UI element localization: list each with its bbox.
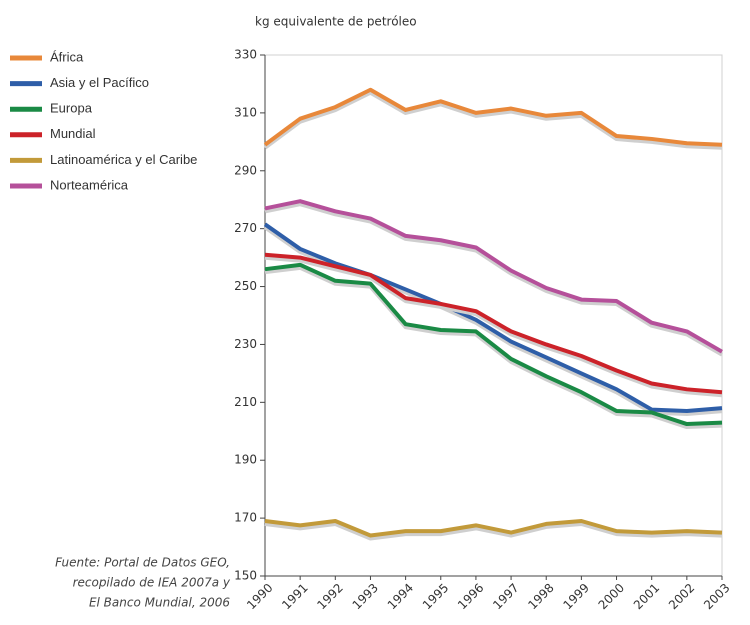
- legend-label: Latinoamérica y el Caribe: [50, 152, 197, 167]
- x-tick-label: 1992: [314, 581, 345, 612]
- x-tick-label: 2001: [631, 581, 662, 612]
- x-tick-label: 1994: [385, 581, 416, 612]
- x-tick-label: 1996: [455, 581, 486, 612]
- legend-label: Europa: [50, 101, 93, 116]
- y-tick-label: 310: [234, 105, 257, 119]
- x-tick-label: 2002: [666, 581, 697, 612]
- x-tick-label: 1998: [525, 581, 556, 612]
- legend-label: Mundial: [50, 126, 96, 141]
- y-tick-label: 270: [234, 221, 257, 235]
- source-note: El Banco Mundial, 2006: [89, 596, 230, 610]
- series-line: [264, 252, 723, 395]
- x-tick-label: 1995: [420, 581, 451, 612]
- y-tick-label: 230: [234, 337, 257, 351]
- y-tick-label: 150: [234, 569, 257, 583]
- series-line: [264, 199, 723, 354]
- y-tick-label: 330: [234, 48, 257, 62]
- y-tick-label: 290: [234, 163, 257, 177]
- y-axis-label: kg equivalente de petróleo: [255, 15, 417, 29]
- series-line: [263, 222, 723, 414]
- source-note: recopilado de IEA 2007a y: [73, 576, 231, 590]
- series-line: [264, 519, 723, 538]
- legend-label: África: [50, 49, 84, 64]
- y-tick-label: 170: [234, 511, 257, 525]
- y-tick-label: 190: [234, 453, 257, 467]
- plot-frame: [264, 54, 723, 577]
- legend-label: Asia y el Pacífico: [50, 75, 149, 90]
- x-tick-label: 1997: [490, 581, 521, 612]
- series-line: [263, 87, 723, 147]
- x-tick-label: 1993: [350, 581, 381, 612]
- series-line: [264, 262, 723, 427]
- x-tick-label: 2003: [701, 581, 732, 612]
- x-tick-label: 1990: [244, 581, 275, 612]
- legend-label: Norteamérica: [50, 177, 129, 192]
- x-tick-label: 1991: [279, 581, 310, 612]
- y-tick-label: 210: [234, 395, 257, 409]
- x-tick-label: 1999: [560, 581, 591, 612]
- x-tick-label: 2000: [596, 581, 627, 612]
- y-tick-label: 250: [234, 279, 257, 293]
- source-note: Fuente: Portal de Datos GEO,: [55, 556, 230, 570]
